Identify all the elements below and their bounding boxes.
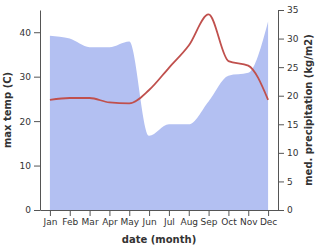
tick: 40 <box>20 28 40 38</box>
tick: 35 <box>278 5 298 15</box>
tick-mark <box>209 210 210 216</box>
tick-mark <box>189 210 190 216</box>
tick-mark <box>109 210 110 216</box>
temperature-line <box>50 14 268 103</box>
tick-label: Nov <box>240 217 258 227</box>
tick: 10 <box>278 148 299 158</box>
tick-mark <box>228 210 229 216</box>
tick-label: 40 <box>20 28 32 38</box>
tick-mark <box>278 210 284 211</box>
tick-mark <box>278 153 284 154</box>
tick-label: 0 <box>25 205 31 215</box>
tick: Oct <box>221 210 237 227</box>
tick-mark <box>34 32 40 33</box>
x-axis: Jan Feb MarAprMayJun Jul AugSepOctNovDec <box>41 210 279 227</box>
tick-label: May <box>120 217 139 227</box>
tick-mark <box>278 10 284 11</box>
tick: 25 <box>278 63 298 73</box>
tick: Feb <box>62 210 78 227</box>
tick: 0 <box>25 205 40 215</box>
tick-label: 20 <box>287 91 299 101</box>
tick-mark <box>34 121 40 122</box>
tick: Mar <box>82 210 99 227</box>
tick: Jun <box>142 210 157 227</box>
y-axis: 0 10 20 30 40 <box>20 11 41 216</box>
x-axis-line <box>41 210 279 211</box>
tick-label: Apr <box>102 217 118 227</box>
tick-mark <box>169 210 170 216</box>
tick-mark <box>149 210 150 216</box>
tick-label: 0 <box>287 205 293 215</box>
tick-label: 25 <box>287 63 298 73</box>
tick: Aug <box>180 210 198 227</box>
tick-mark <box>268 210 269 216</box>
tick: 5 <box>278 177 293 187</box>
tick-label: Mar <box>82 217 99 227</box>
tick: Dec <box>260 210 277 227</box>
tick-mark <box>34 210 40 211</box>
tick-label: 30 <box>20 72 32 82</box>
tick-mark <box>70 210 71 216</box>
tick: 30 <box>20 72 40 82</box>
y-axis-title: max temp (C) <box>2 72 13 148</box>
tick-label: Aug <box>180 217 198 227</box>
tick-label: Sep <box>201 217 218 227</box>
tick: 10 <box>20 161 40 171</box>
tick: Jan <box>42 210 57 227</box>
tick-mark <box>90 210 91 216</box>
tick-mark <box>34 77 40 78</box>
tick-mark <box>248 210 249 216</box>
tick-label: 5 <box>287 177 293 187</box>
y-axis-line <box>40 11 41 211</box>
tick: Apr <box>102 210 118 227</box>
tick-label: Oct <box>221 217 237 227</box>
tick-mark <box>34 166 40 167</box>
tick-mark <box>278 39 284 40</box>
tick-mark <box>278 124 284 125</box>
tick-label: Jun <box>142 217 157 227</box>
chart: Jan Feb MarAprMayJun Jul AugSepOctNovDec 0 10 2… <box>0 0 318 247</box>
tick-label: 15 <box>287 120 298 130</box>
tick: May <box>120 210 139 227</box>
tick-label: Jan <box>42 217 57 227</box>
tick-mark <box>50 210 51 216</box>
tick-label: Jul <box>163 217 175 227</box>
y2-axis: 0 5 10 15 20 25 30 35 <box>278 5 299 215</box>
tick-label: 20 <box>20 116 32 126</box>
y2-axis-title: med. precipitation (kg/m2) <box>303 34 314 186</box>
tick-label: 35 <box>287 5 298 15</box>
tick-label: 10 <box>20 161 32 171</box>
tick: 0 <box>278 205 293 215</box>
tick-mark <box>278 181 284 182</box>
tick: Jul <box>163 210 175 227</box>
plot-area <box>50 14 268 210</box>
precipitation-area <box>50 21 268 210</box>
tick-label: 10 <box>287 148 299 158</box>
x-axis-title: date (month) <box>122 234 196 245</box>
tick: Nov <box>240 210 258 227</box>
y2-axis-line <box>278 11 279 211</box>
tick-mark <box>129 210 130 216</box>
tick: 20 <box>278 91 299 101</box>
tick: 30 <box>278 34 299 44</box>
tick-label: Dec <box>260 217 277 227</box>
tick-mark <box>278 96 284 97</box>
tick-label: 30 <box>287 34 299 44</box>
tick: 20 <box>20 116 40 126</box>
tick: Sep <box>201 210 218 227</box>
tick-mark <box>278 67 284 68</box>
tick: 15 <box>278 120 298 130</box>
tick-label: Feb <box>62 217 78 227</box>
